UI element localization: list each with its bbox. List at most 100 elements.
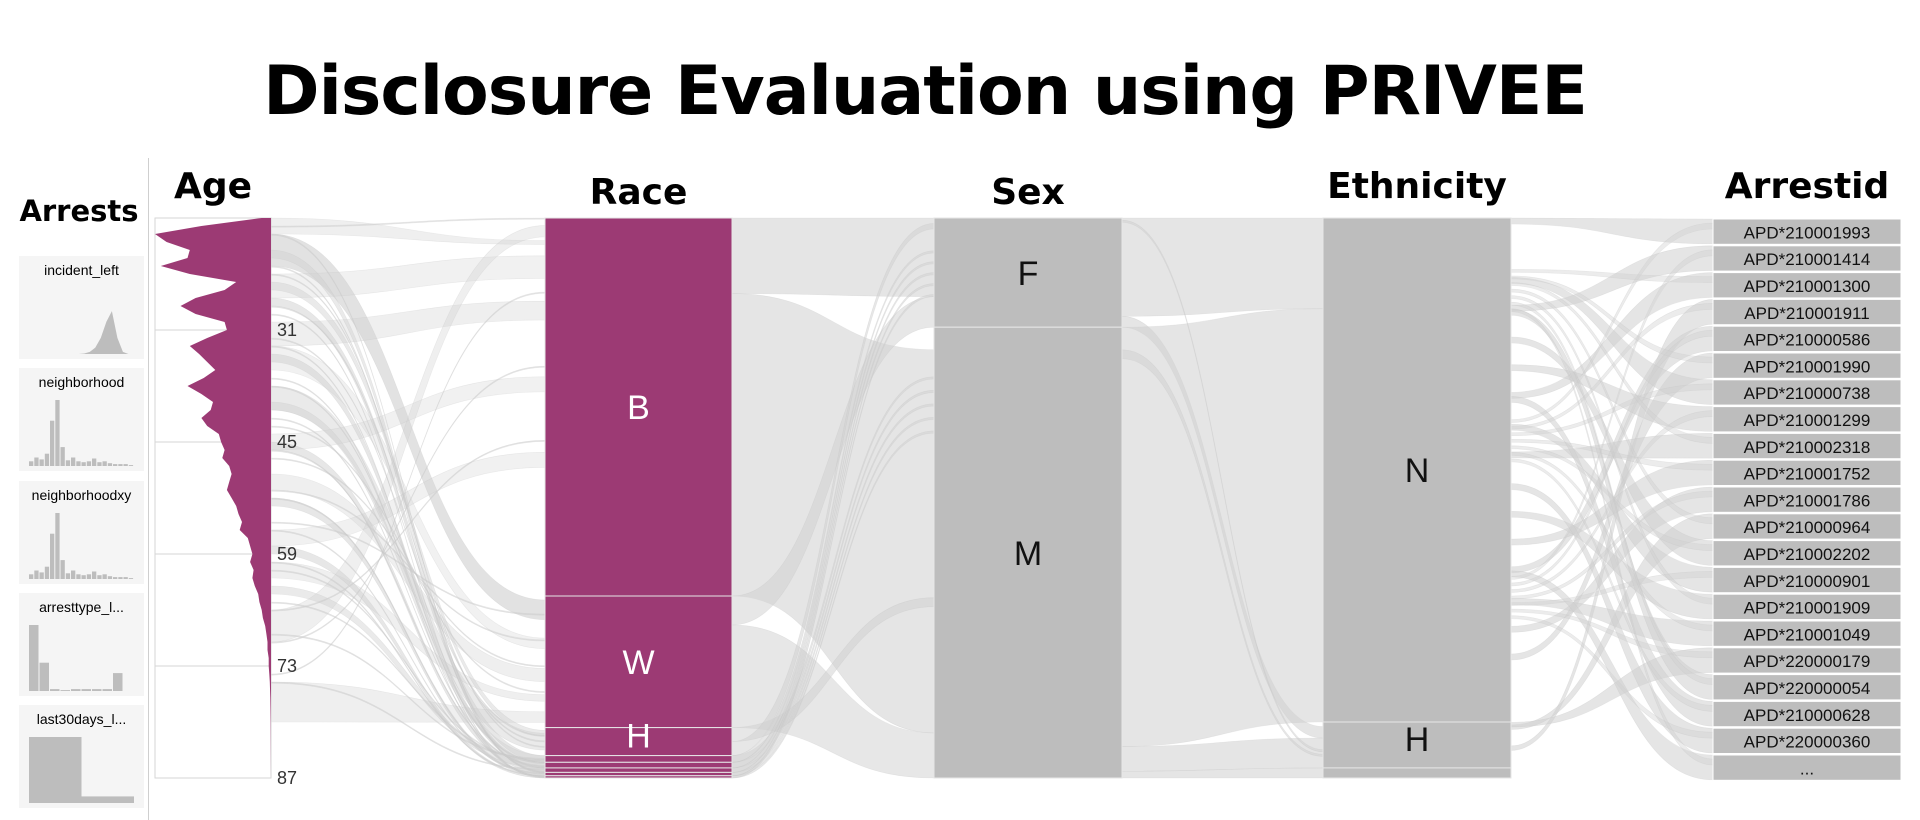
thumb-label: arresttype_l... xyxy=(39,599,124,615)
arrestid-cell xyxy=(1712,245,1902,272)
arrestid-cell xyxy=(1712,406,1902,433)
arrestid-label: APD*210000586 xyxy=(1744,331,1871,350)
histogram-bar xyxy=(113,673,123,691)
ethnicity-segment xyxy=(1322,721,1512,769)
axis-ethnicity: NH xyxy=(1322,217,1512,779)
histogram-bar xyxy=(50,533,55,579)
race-segment xyxy=(544,217,733,597)
race-segment xyxy=(544,727,733,757)
histogram-bar xyxy=(81,796,134,803)
arrestid-label: APD*210000738 xyxy=(1744,384,1871,403)
ethnicity-label: H xyxy=(1405,721,1430,759)
arrestid-label: APD*210002202 xyxy=(1744,545,1871,564)
arrestid-cell xyxy=(1712,540,1902,567)
histogram-bar xyxy=(102,689,112,691)
arrestid-label: APD*210000628 xyxy=(1744,706,1871,725)
arrestid-label: APD*220000179 xyxy=(1744,652,1871,671)
age-tick-label: 45 xyxy=(277,432,297,452)
attribute-thumb-incident-left[interactable]: incident_left xyxy=(19,256,144,359)
histogram-bar xyxy=(39,662,49,691)
arrestid-label: APD*220000360 xyxy=(1744,733,1871,752)
ethnicity-segment xyxy=(1322,217,1512,723)
histogram-bar xyxy=(92,689,102,691)
histogram-bar xyxy=(76,574,81,579)
histogram-bar xyxy=(81,689,91,691)
histogram-bar xyxy=(113,464,118,466)
histogram-bar xyxy=(128,578,134,579)
panel-title: Arrests xyxy=(19,194,139,228)
histogram-bar xyxy=(92,458,97,466)
age-tick-label: 59 xyxy=(277,544,297,564)
thumb-label: incident_left xyxy=(44,262,119,278)
arrestid-cell xyxy=(1712,620,1902,647)
attribute-thumb-arresttype[interactable]: arresttype_l... xyxy=(19,593,144,696)
arrestid-label: APD*210001909 xyxy=(1744,599,1871,618)
histogram-bar xyxy=(71,689,81,691)
sex-label: F xyxy=(1018,255,1039,293)
histogram-icon xyxy=(29,625,123,691)
axis-title: Age xyxy=(174,166,252,207)
sex-segment xyxy=(933,217,1123,328)
page-title: Disclosure Evaluation using PRIVEE xyxy=(263,52,1588,131)
histogram-icon xyxy=(29,311,134,354)
attribute-thumb-neighborhood[interactable]: neighborhood xyxy=(19,368,144,471)
axis-sex: FM xyxy=(933,217,1123,779)
histogram-bar xyxy=(34,570,39,579)
arrestid-cell xyxy=(1712,727,1902,755)
axis-title: Arrestid xyxy=(1725,166,1890,207)
histogram-bar xyxy=(60,560,65,579)
arrestid-label: APD*210001990 xyxy=(1744,357,1871,376)
race-label: H xyxy=(626,718,651,756)
age-tick-label: 73 xyxy=(277,656,297,676)
thumb-label: last30days_l... xyxy=(36,711,127,727)
arrestid-label: APD*210000964 xyxy=(1744,518,1871,537)
axis-arrestid: APD*210001993 APD*210001414 APD*210001300 A… xyxy=(1712,218,1902,781)
arrestid-label: APD*210001049 xyxy=(1744,625,1871,644)
thumb-label: neighborhoodxy xyxy=(31,487,132,503)
arrestid-cell xyxy=(1712,298,1902,326)
arrestid-cell xyxy=(1712,513,1902,540)
arrestid-cell xyxy=(1712,566,1902,594)
sex-segment xyxy=(933,326,1123,779)
arrestid-cell xyxy=(1712,459,1902,487)
histogram-bar xyxy=(123,464,128,466)
histogram-bar xyxy=(39,572,44,579)
race-label: W xyxy=(622,644,654,682)
histogram-bar xyxy=(29,625,39,691)
ethnicity-segment xyxy=(1322,767,1512,779)
race-segment xyxy=(544,755,733,763)
age-tick-label: 31 xyxy=(277,320,297,340)
axis-title: Ethnicity xyxy=(1327,166,1507,207)
race-segment xyxy=(544,775,733,779)
histogram-bar xyxy=(86,574,92,579)
race-segment xyxy=(544,767,733,773)
histogram-bar xyxy=(29,461,34,466)
ribbon-layer xyxy=(270,217,1714,781)
arrestid-cell xyxy=(1712,432,1902,460)
arrestid-cell xyxy=(1712,647,1902,674)
axis-layer: 3145597387BWHFMNHAPD*210001993APD*210001… xyxy=(154,166,1902,788)
histogram-bar xyxy=(118,464,123,466)
histogram-bar xyxy=(71,457,76,466)
ribbon xyxy=(270,300,546,347)
histogram-bar xyxy=(81,462,86,466)
race-segment xyxy=(544,771,733,777)
arrestid-label: APD*210001752 xyxy=(1744,465,1871,484)
histogram-bar xyxy=(76,461,81,466)
arrestid-label: APD*210001414 xyxy=(1744,250,1871,269)
arrestid-cell xyxy=(1712,754,1902,781)
histogram-bar xyxy=(50,689,60,691)
arrestid-cell xyxy=(1712,674,1902,701)
histogram-bar xyxy=(71,570,76,579)
thumb-label: neighborhood xyxy=(38,374,125,390)
attribute-thumb-neighborhoodxy[interactable]: neighborhoodxy xyxy=(19,481,144,584)
histogram-bar xyxy=(44,453,50,466)
histogram-bar xyxy=(113,577,118,579)
attribute-thumb-last30days[interactable]: last30days_l... xyxy=(19,705,144,808)
histogram-bar xyxy=(29,737,82,803)
histogram-bar xyxy=(118,577,123,579)
histogram-bar xyxy=(50,420,55,466)
arrestid-label: APD*210001300 xyxy=(1744,277,1871,296)
histogram-bar xyxy=(97,462,102,466)
histogram-bar xyxy=(102,461,107,466)
